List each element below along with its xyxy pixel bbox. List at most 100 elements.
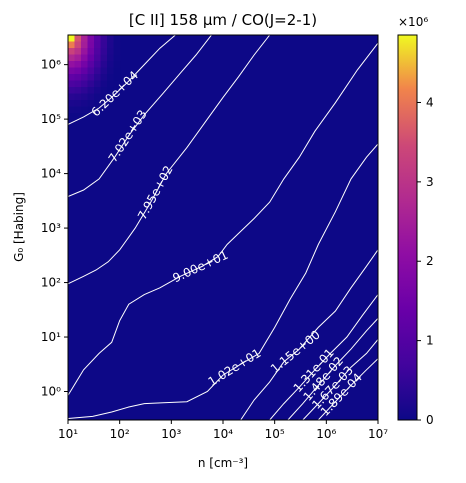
contour-lines: [68, 35, 378, 420]
contour-line: [68, 35, 271, 285]
heatmap-cell: [113, 74, 121, 81]
heatmap-cell: [68, 100, 75, 107]
heatmap-cell: [94, 80, 101, 88]
heatmap-cell: [113, 67, 121, 75]
contour-line: [68, 42, 378, 396]
heatmap-cell: [81, 74, 88, 81]
heatmap-cell: [81, 93, 88, 101]
heatmap-cell: [68, 87, 75, 94]
heatmap-cell: [74, 113, 82, 120]
heatmap-cell: [81, 48, 88, 55]
heatmap-cell: [113, 41, 121, 49]
colorbar-tick-label: 1: [426, 334, 434, 348]
y-tick-label: 10⁴: [41, 167, 61, 181]
heatmap-cell: [74, 61, 82, 68]
heatmap-cell: [81, 67, 88, 75]
heatmap-cell: [94, 61, 101, 68]
contour-line: [68, 35, 212, 197]
heatmap-cell: [68, 113, 75, 120]
colorbar-tick-label: 2: [426, 254, 434, 268]
heatmap-cell: [87, 41, 95, 49]
heatmap-cell: [113, 61, 121, 68]
heatmap-cell: [68, 61, 75, 68]
contour-line: [68, 143, 378, 419]
heatmap-cell: [107, 80, 114, 88]
y-tick-label: 10²: [41, 276, 61, 290]
y-axis-label: G₀ [Habing]: [12, 192, 26, 262]
contour-line: [287, 318, 378, 420]
colorbar: [397, 34, 418, 421]
y-tick-label: 10⁰: [41, 385, 61, 399]
heatmap-cell: [94, 41, 101, 49]
heatmap-cell: [68, 35, 75, 42]
heatmap-cell: [68, 93, 75, 101]
heatmap-cell: [74, 100, 82, 107]
heatmap-background: [68, 35, 378, 420]
heatmap-cell: [107, 67, 114, 75]
heatmap-cell: [107, 41, 114, 49]
heatmap-cell: [100, 54, 108, 62]
chart-title: [C II] 158 μm / CO(J=2-1): [129, 11, 317, 29]
heatmap-cell: [113, 54, 121, 62]
y-tick-label: 10⁶: [41, 58, 61, 72]
y-tick-label: 10¹: [41, 330, 61, 344]
contour-line: [269, 294, 378, 420]
heatmap-cell: [100, 74, 108, 81]
heatmap-cell: [100, 87, 108, 94]
heatmap-cell: [100, 93, 108, 101]
heatmap-cell: [74, 67, 82, 75]
colorbar-multiplier: ×10⁶: [398, 15, 428, 29]
heatmap-cell: [74, 87, 82, 94]
heatmap-cell: [107, 54, 114, 62]
heatmap-cell: [100, 35, 108, 42]
heatmap-cell: [94, 100, 101, 107]
heatmap-cell: [74, 93, 82, 101]
heatmap-cell: [107, 74, 114, 81]
colorbar-tick-label: 3: [426, 175, 434, 189]
heatmap-cell: [68, 41, 75, 49]
heatmap-cell: [107, 61, 114, 68]
heatmap-cell: [68, 106, 75, 114]
heatmap-cell: [81, 41, 88, 49]
heatmap-cell: [81, 35, 88, 42]
heatmap-cell: [113, 35, 121, 42]
heatmap-cell: [100, 67, 108, 75]
heatmap-cell: [94, 106, 101, 114]
heatmap-cell: [94, 74, 101, 81]
heatmap-cell: [81, 87, 88, 94]
x-tick-label: 10³: [161, 427, 181, 441]
heatmap-cell: [100, 41, 108, 49]
heatmap-cell: [74, 35, 82, 42]
heatmap-cell: [81, 61, 88, 68]
heatmap-cell: [68, 80, 75, 88]
x-tick-label: 10⁵: [265, 427, 285, 441]
heatmap-cell: [94, 93, 101, 101]
heatmap-hotspot: [68, 35, 121, 120]
heatmap-cell: [107, 35, 114, 42]
heatmap-cell: [87, 61, 95, 68]
heatmap-cell: [87, 93, 95, 101]
x-tick-label: 10⁶: [316, 427, 336, 441]
heatmap-cell: [87, 80, 95, 88]
heatmap-cell: [87, 74, 95, 81]
x-tick-label: 10²: [110, 427, 130, 441]
heatmap-cell: [74, 48, 82, 55]
x-tick-label: 10¹: [58, 427, 78, 441]
heatmap-cell: [68, 54, 75, 62]
heatmap-cell: [87, 54, 95, 62]
heatmap-cell: [107, 87, 114, 94]
heatmap-cell: [87, 87, 95, 94]
heatmap-cell: [87, 106, 95, 114]
heatmap-cell: [81, 80, 88, 88]
heatmap-cell: [100, 80, 108, 88]
colorbar-ticks: 0 1 2 3 4: [417, 95, 434, 427]
heatmap-cell: [81, 106, 88, 114]
contour-line: [302, 339, 378, 420]
heatmap-cell: [81, 54, 88, 62]
x-axis: 10¹ 10² 10³ 10⁴ 10⁵ 10⁶ 10⁷: [58, 420, 388, 441]
heatmap-cell: [74, 106, 82, 114]
heatmap-cell: [74, 80, 82, 88]
heatmap-cell: [87, 67, 95, 75]
heatmap-cell: [74, 74, 82, 81]
